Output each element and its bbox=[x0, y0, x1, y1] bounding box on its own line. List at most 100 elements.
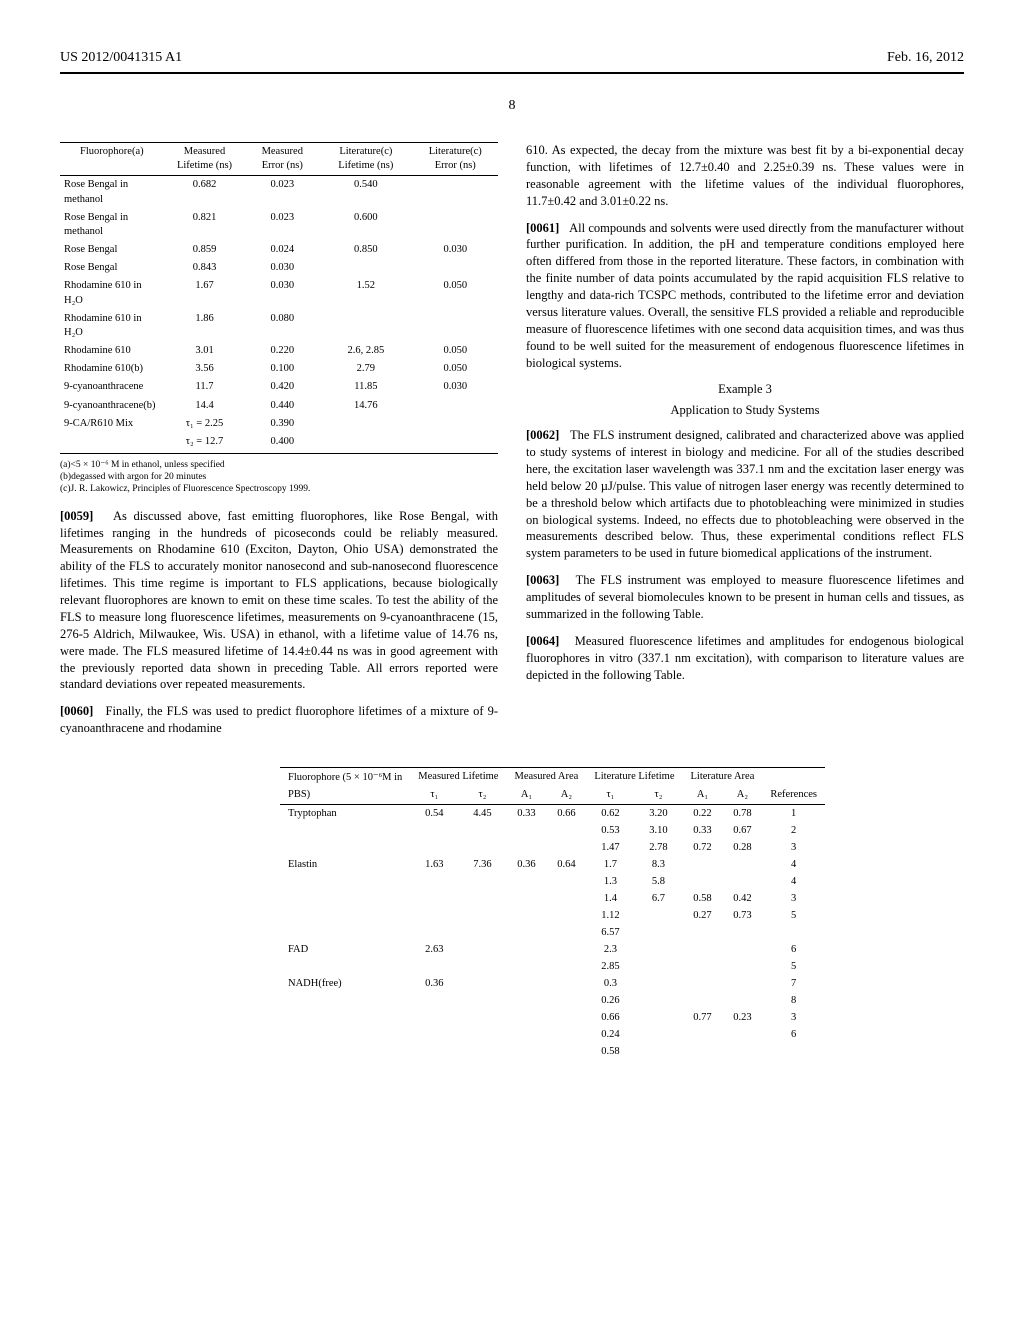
example-3-title: Example 3 bbox=[526, 381, 964, 398]
table-cell bbox=[546, 941, 586, 958]
table-cell: 0.53 bbox=[586, 822, 634, 839]
table-cell bbox=[458, 1043, 506, 1060]
table-cell bbox=[410, 1043, 458, 1060]
table-cell: 0.682 bbox=[164, 176, 246, 209]
table-cell bbox=[506, 1043, 546, 1060]
para-num: [0061] bbox=[526, 221, 559, 235]
t2-h-lit-a2: A₂ bbox=[722, 786, 762, 805]
table-row: Rhodamine 610(b)3.560.1002.790.050 bbox=[60, 360, 498, 378]
para-text: Measured fluorescence lifetimes and ampl… bbox=[526, 634, 964, 682]
table-cell bbox=[762, 924, 825, 941]
table-cell: 1.7 bbox=[586, 856, 634, 873]
table-cell: Rhodamine 610 in H₂O bbox=[60, 277, 164, 309]
table-cell bbox=[458, 975, 506, 992]
table-cell bbox=[683, 856, 723, 873]
table-cell: 0.22 bbox=[683, 805, 723, 823]
table-cell: 9-CA/R610 Mix bbox=[60, 415, 164, 433]
table-cell: 0.73 bbox=[722, 907, 762, 924]
table-cell: 0.58 bbox=[586, 1043, 634, 1060]
table-cell: 3.10 bbox=[634, 822, 682, 839]
table2-wrapper: Fluorophore (5 × 10⁻⁶M in Measured Lifet… bbox=[280, 767, 964, 1060]
table-row: 1.35.84 bbox=[280, 873, 825, 890]
table-cell bbox=[280, 992, 410, 1009]
table-cell bbox=[634, 941, 682, 958]
table-cell bbox=[546, 839, 586, 856]
table-cell: 0.54 bbox=[410, 805, 458, 823]
table-row: 9-cyanoanthracene(b)14.40.44014.76 bbox=[60, 397, 498, 415]
table-cell: 8 bbox=[762, 992, 825, 1009]
table-cell: 0.050 bbox=[413, 342, 499, 360]
table-cell bbox=[410, 924, 458, 941]
table-cell bbox=[722, 873, 762, 890]
table-cell bbox=[722, 1043, 762, 1060]
table-cell bbox=[319, 259, 412, 277]
table-cell bbox=[722, 924, 762, 941]
para-num: [0060] bbox=[60, 704, 93, 718]
table-cell bbox=[280, 873, 410, 890]
table-cell: 0.66 bbox=[546, 805, 586, 823]
table-cell: 1.4 bbox=[586, 890, 634, 907]
table-cell: 0.42 bbox=[722, 890, 762, 907]
t1-col-fluorophore: Fluorophore(a) bbox=[60, 143, 164, 176]
table-cell bbox=[410, 1009, 458, 1026]
table-cell: 1 bbox=[762, 805, 825, 823]
table-cell bbox=[546, 890, 586, 907]
table-cell bbox=[683, 958, 723, 975]
table-cell: 5 bbox=[762, 958, 825, 975]
table-cell bbox=[546, 1043, 586, 1060]
table-cell bbox=[634, 958, 682, 975]
table-row: 1.120.270.735 bbox=[280, 907, 825, 924]
table-cell: 0.600 bbox=[319, 209, 412, 241]
t1-col-meas-err: Measured Error (ns) bbox=[245, 143, 319, 176]
table-row: τ₂ = 12.70.400 bbox=[60, 433, 498, 454]
table-cell bbox=[410, 907, 458, 924]
table-cell: Rose Bengal bbox=[60, 259, 164, 277]
table-cell bbox=[506, 873, 546, 890]
t2-h-fluorophore: Fluorophore (5 × 10⁻⁶M in bbox=[280, 768, 410, 787]
table-cell bbox=[413, 310, 499, 342]
table-cell bbox=[319, 310, 412, 342]
t1-col-lit-err: Literature(c) Error (ns) bbox=[413, 143, 499, 176]
table-cell bbox=[722, 958, 762, 975]
table-cell bbox=[410, 873, 458, 890]
table-cell bbox=[458, 1009, 506, 1026]
t2-h-a1: A₁ bbox=[506, 786, 546, 805]
table-row: 0.58 bbox=[280, 1043, 825, 1060]
table-cell: 9-cyanoanthracene(b) bbox=[60, 397, 164, 415]
paragraph-0063: [0063] The FLS instrument was employed t… bbox=[526, 572, 964, 623]
table-cell: NADH(free) bbox=[280, 975, 410, 992]
table-cell: 7.36 bbox=[458, 856, 506, 873]
right-column: 610. As expected, the decay from the mix… bbox=[526, 142, 964, 747]
t2-h-pbs: PBS) bbox=[280, 786, 410, 805]
table-cell bbox=[410, 822, 458, 839]
table-cell bbox=[506, 958, 546, 975]
table-cell bbox=[319, 415, 412, 433]
table-cell bbox=[280, 1026, 410, 1043]
table-cell: 0.78 bbox=[722, 805, 762, 823]
table-cell bbox=[546, 907, 586, 924]
table-cell bbox=[634, 975, 682, 992]
table-cell bbox=[413, 259, 499, 277]
table-cell bbox=[762, 1043, 825, 1060]
table-cell: 1.52 bbox=[319, 277, 412, 309]
left-column: Fluorophore(a) Measured Lifetime (ns) Me… bbox=[60, 142, 498, 747]
para-num: [0059] bbox=[60, 509, 93, 523]
table-cell: 0.27 bbox=[683, 907, 723, 924]
table-cell bbox=[458, 839, 506, 856]
t2-h-tau1: τ₁ bbox=[410, 786, 458, 805]
table-cell bbox=[280, 822, 410, 839]
footnote-a: (a)<5 × 10⁻⁶ M in ethanol, unless specif… bbox=[60, 460, 498, 472]
table-cell bbox=[506, 1009, 546, 1026]
table-cell bbox=[546, 924, 586, 941]
page-header: US 2012/0041315 A1 Feb. 16, 2012 bbox=[60, 50, 964, 66]
table-row: Rose Bengal0.8430.030 bbox=[60, 259, 498, 277]
table-cell: 0.64 bbox=[546, 856, 586, 873]
page-number: 8 bbox=[60, 98, 964, 114]
table-cell: 2.78 bbox=[634, 839, 682, 856]
table-cell bbox=[458, 924, 506, 941]
para-num: [0063] bbox=[526, 573, 559, 587]
table-cell bbox=[546, 822, 586, 839]
table-cell: 0.3 bbox=[586, 975, 634, 992]
two-column-layout: Fluorophore(a) Measured Lifetime (ns) Me… bbox=[60, 142, 964, 747]
table-cell: 5.8 bbox=[634, 873, 682, 890]
